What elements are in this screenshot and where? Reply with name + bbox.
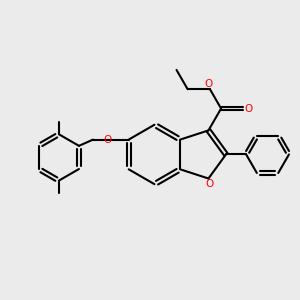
Text: O: O [204,79,213,89]
Text: O: O [244,103,253,113]
Text: O: O [206,179,214,189]
Text: O: O [103,135,111,145]
